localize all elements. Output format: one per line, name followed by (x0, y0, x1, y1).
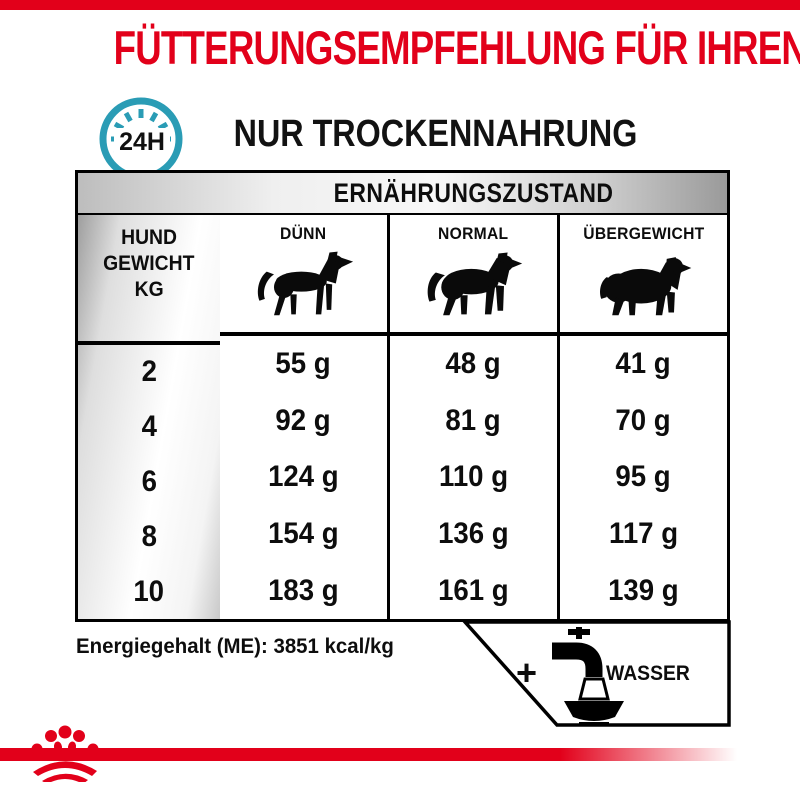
page-title-text: FÜTTERUNGSEMPFEHLUNG FÜR IHREN HUND (113, 21, 800, 74)
amount-cell: 92 g (275, 403, 332, 437)
amount-cell: 48 g (445, 347, 502, 381)
column-overweight: ÜBERGEWICHT (557, 215, 727, 619)
dog-thin-icon (220, 246, 387, 330)
weight-cell: 4 (141, 410, 157, 444)
column-normal: NORMAL (387, 215, 557, 619)
top-red-bar (0, 0, 800, 10)
water-callout: + WASSER (456, 617, 736, 731)
normal-column-header: NORMAL (390, 215, 557, 336)
amount-cell: 139 g (608, 573, 679, 607)
amount-cell: 183 g (268, 573, 339, 607)
column-weight: HUND GEWICHT KG 2 4 6 8 10 (78, 215, 220, 619)
amount-cell: 117 g (608, 517, 679, 551)
section-heading-dry-food: NUR TROCKENNAHRUNG (233, 113, 637, 155)
table-header-band: ERNÄHRUNGSZUSTAND (78, 173, 727, 215)
water-callout-outline (461, 620, 731, 727)
amount-cell: 55 g (275, 347, 332, 381)
bottom-red-stripe (0, 748, 737, 761)
plus-sign: + (516, 652, 538, 693)
amount-cell: 136 g (438, 517, 509, 551)
weight-cell: 2 (141, 355, 157, 389)
table-header-text: ERNÄHRUNGSZUSTAND (333, 177, 614, 208)
weight-cell: 8 (141, 519, 157, 553)
table-columns: HUND GEWICHT KG 2 4 6 8 10 DÜNN (78, 215, 727, 619)
dog-normal-icon (390, 246, 557, 330)
feeding-table: ERNÄHRUNGSZUSTAND HUND GEWICHT KG 2 4 6 … (75, 170, 730, 622)
amount-cell: 124 g (268, 460, 339, 494)
amount-cell: 95 g (615, 460, 672, 494)
amount-cell: 161 g (438, 573, 509, 607)
amount-cell: 154 g (268, 517, 339, 551)
page-title: FÜTTERUNGSEMPFEHLUNG FÜR IHREN HUND (0, 20, 800, 75)
amount-cell: 41 g (615, 347, 672, 381)
amount-cell: 81 g (445, 403, 502, 437)
amount-cell: 110 g (438, 460, 509, 494)
overweight-column-header: ÜBERGEWICHT (560, 215, 727, 336)
thin-column-header: DÜNN (220, 215, 387, 336)
column-thin: DÜNN (220, 215, 387, 619)
royal-canin-crown-logo (27, 724, 103, 787)
amount-cell: 70 g (615, 403, 672, 437)
water-tap-icon (552, 627, 624, 726)
weight-column-header: HUND GEWICHT KG (78, 215, 220, 345)
clock-24h-label: 24H (114, 128, 170, 157)
dog-overweight-icon (560, 246, 727, 330)
energy-note: Energiegehalt (ME): 3851 kcal/kg (76, 634, 394, 658)
weight-cell: 6 (141, 464, 157, 498)
water-label: WASSER (606, 661, 690, 685)
weight-cell: 10 (133, 574, 165, 608)
